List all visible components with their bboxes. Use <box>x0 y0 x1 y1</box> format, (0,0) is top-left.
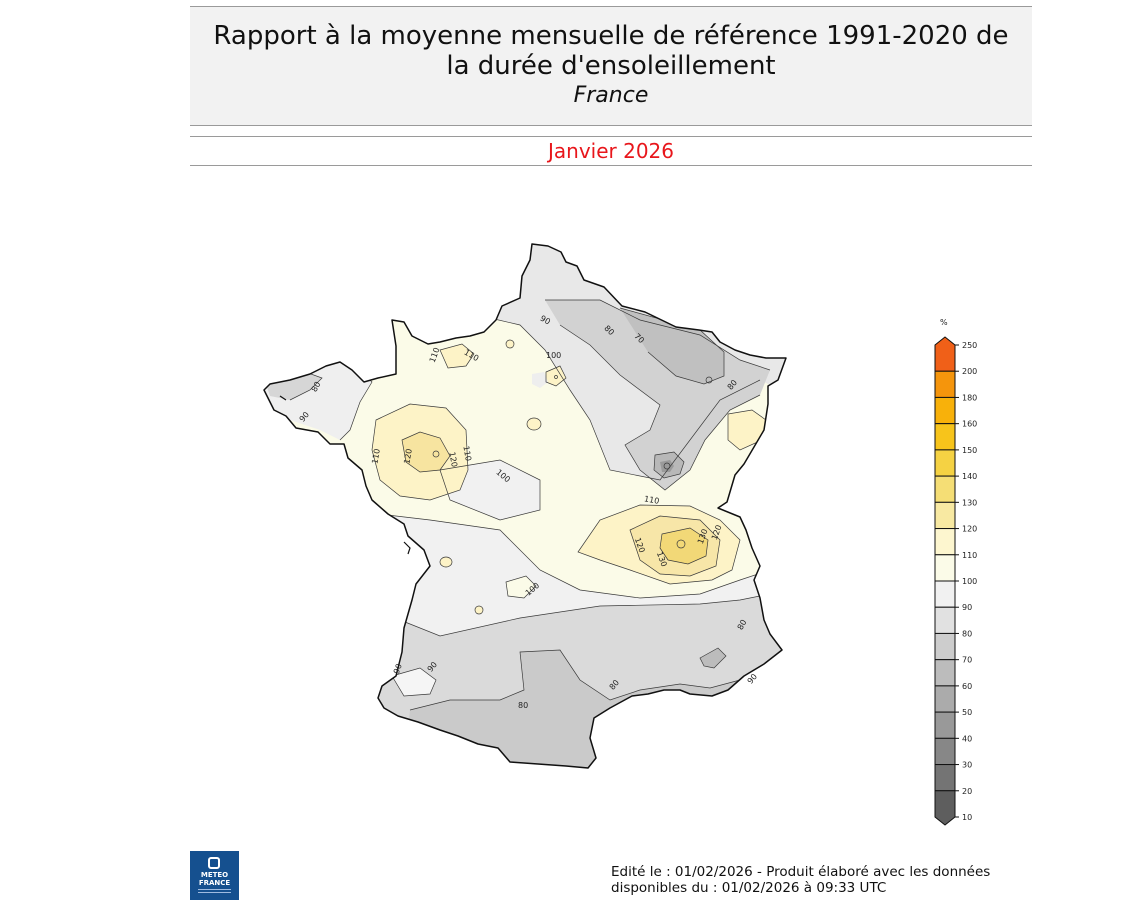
meteo-france-logo: METEO FRANCE <box>190 851 239 900</box>
color-scale-legend: % 250 200 180 160 150 140 130 120 110 100 90 80 70 60… <box>934 318 977 826</box>
legend-swatch <box>934 737 956 766</box>
legend-label: 80 <box>962 629 972 638</box>
legend-swatch <box>934 423 956 451</box>
logo-text-line-1: METEO <box>200 871 229 879</box>
map-title-line-2: la durée d'ensoleillement <box>446 51 776 81</box>
legend-swatch <box>934 659 956 687</box>
legend-label: 200 <box>962 367 977 376</box>
isoline-label: 90 <box>539 314 552 327</box>
title-panel: Rapport à la moyenne mensuelle de référe… <box>190 6 1032 126</box>
legend-swatch <box>934 685 956 713</box>
legend-label: 100 <box>962 577 977 586</box>
isoline-label: 100 <box>546 351 561 360</box>
legend-label: 50 <box>962 708 972 717</box>
logo-text-line-2: FRANCE <box>198 879 231 887</box>
legend-swatch <box>934 475 956 503</box>
isolines <box>264 299 801 711</box>
legend-swatch <box>934 580 956 608</box>
legend-label: 180 <box>962 393 977 402</box>
legend-swatches <box>934 336 956 826</box>
legend-label: 250 <box>962 341 977 350</box>
france-sunshine-ratio-map: 110 110 100 90 80 70 80 90 80 110 120 12… <box>263 243 815 806</box>
legend-swatch <box>934 528 956 556</box>
period-panel: Janvier 2026 <box>190 136 1032 166</box>
legend-label: 30 <box>962 761 972 770</box>
legend-unit: % <box>940 318 948 327</box>
edition-note-line-2: disponibles du : 01/02/2026 à 09:33 UTC <box>611 880 887 896</box>
isoline-label: 110 <box>461 445 473 462</box>
legend-swatch <box>934 449 956 477</box>
legend-labels: 250 200 180 160 150 140 130 120 110 100 90 80 70 60 50… <box>955 341 977 822</box>
isoline-label: 110 <box>643 494 660 506</box>
isoline-label: 120 <box>402 448 414 465</box>
isoline-label: 80 <box>736 618 749 631</box>
edition-note-line-1: Edité le : 01/02/2026 - Produit élaboré … <box>611 864 991 880</box>
edition-note: Edité le : 01/02/2026 - Produit élaboré … <box>611 864 1081 896</box>
legend-label: 70 <box>962 656 972 665</box>
legend-label: 160 <box>962 420 977 429</box>
legend-label: 60 <box>962 682 972 691</box>
coastline-and-borders <box>263 243 787 769</box>
legend-label: 150 <box>962 446 977 455</box>
legend-label: 110 <box>962 551 977 560</box>
legend-swatch <box>934 632 956 661</box>
period-label: Janvier 2026 <box>547 139 674 163</box>
legend-swatch <box>934 606 956 634</box>
legend-label: 10 <box>962 813 972 822</box>
legend-label: 40 <box>962 734 972 743</box>
legend-swatch <box>934 370 956 398</box>
legend-swatch <box>934 501 956 530</box>
legend-swatch <box>934 711 956 739</box>
map-title-line-1: Rapport à la moyenne mensuelle de référe… <box>213 21 1009 51</box>
logo-icon <box>208 857 220 869</box>
sunshine-ratio-fields <box>264 244 815 806</box>
map-region-subtitle: France <box>573 83 649 108</box>
isoline-label: 90 <box>392 662 404 675</box>
legend-swatch <box>934 790 956 826</box>
legend-label: 120 <box>962 525 977 534</box>
isoline-label: 80 <box>310 380 323 393</box>
legend-label: 130 <box>962 498 977 507</box>
isoline-label: 80 <box>518 701 528 710</box>
legend-label: 140 <box>962 472 977 481</box>
legend-swatch <box>934 336 956 372</box>
legend-label: 90 <box>962 603 972 612</box>
logo-stripe <box>198 889 231 893</box>
legend-swatch <box>934 396 956 425</box>
legend-swatch <box>934 764 956 792</box>
isoline-label: 110 <box>370 448 382 465</box>
isoline-label: 120 <box>447 451 459 468</box>
legend-label: 20 <box>962 787 972 796</box>
legend-swatch <box>934 554 956 582</box>
